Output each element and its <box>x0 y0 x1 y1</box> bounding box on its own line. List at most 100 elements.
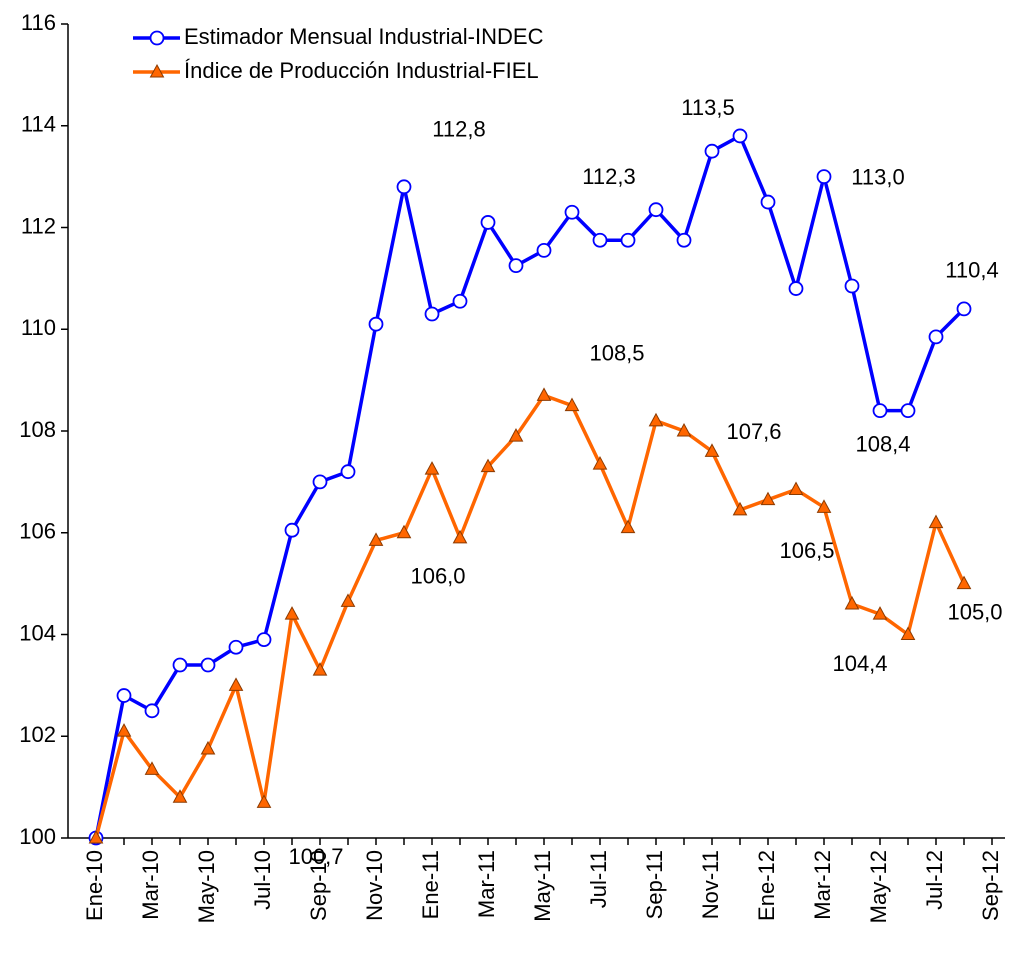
data-point <box>620 519 636 534</box>
data-point <box>116 723 132 737</box>
data-point <box>172 789 188 803</box>
data-label: 110,4 <box>945 258 998 283</box>
data-point <box>172 657 188 673</box>
data-point <box>452 529 468 544</box>
data-point <box>648 202 664 218</box>
y-tick-label: 104 <box>19 620 56 645</box>
x-tick-label: Sep-11 <box>642 850 667 919</box>
data-point <box>620 232 636 248</box>
data-point <box>508 428 524 442</box>
data-point <box>676 232 692 248</box>
data-point <box>844 595 860 610</box>
data-point <box>592 456 608 470</box>
data-point <box>760 194 776 210</box>
data-point <box>956 301 972 317</box>
data-point <box>872 403 888 419</box>
y-tick-label: 108 <box>19 417 56 442</box>
data-point <box>228 639 244 655</box>
data-point <box>592 232 608 248</box>
y-tick-label: 100 <box>19 824 56 849</box>
x-tick-label: May-10 <box>194 850 219 923</box>
data-point <box>284 606 300 620</box>
data-label: 112,8 <box>432 117 485 142</box>
data-point <box>732 501 748 516</box>
data-point <box>732 128 748 144</box>
data-point <box>928 514 944 529</box>
x-tick-label: Mar-11 <box>474 850 499 918</box>
data-point <box>816 499 832 513</box>
y-tick-label: 114 <box>21 112 56 137</box>
data-point <box>928 329 944 345</box>
data-point <box>536 242 552 258</box>
y-tick-label: 116 <box>21 10 56 35</box>
y-tick-label: 110 <box>21 315 56 340</box>
data-label: 106,0 <box>410 564 465 589</box>
data-label: 104,4 <box>832 651 887 676</box>
x-tick-label: Jul-11 <box>586 850 611 908</box>
data-point <box>368 316 384 332</box>
data-label: 113,0 <box>851 164 904 189</box>
x-tick-label: Sep-12 <box>978 850 1003 921</box>
x-tick-label: Mar-10 <box>138 850 163 920</box>
data-label: 105,0 <box>947 599 1002 624</box>
data-point <box>312 662 328 676</box>
data-point <box>340 464 356 480</box>
x-tick-label: Mar-12 <box>810 850 835 920</box>
x-tick-label: Nov-11 <box>698 850 723 919</box>
data-label: 100,7 <box>288 844 343 869</box>
data-point <box>368 532 384 546</box>
x-tick-label: Nov-10 <box>362 850 387 921</box>
x-tick-label: Ene-12 <box>754 850 779 921</box>
legend-item: Índice de Producción Industrial-FIEL <box>133 58 539 83</box>
data-point <box>760 491 776 506</box>
data-point <box>788 481 804 496</box>
x-tick-label: Ene-10 <box>82 850 107 921</box>
x-tick-label: Sep-10 <box>306 850 331 921</box>
data-point <box>480 458 496 473</box>
data-point <box>564 397 580 412</box>
data-point <box>648 412 664 427</box>
legend-label: Estimador Mensual Industrial-INDEC <box>184 24 544 49</box>
data-point <box>424 306 440 322</box>
data-point <box>424 461 440 475</box>
data-point <box>144 761 160 775</box>
y-tick-label: 102 <box>19 722 56 747</box>
data-point <box>956 575 972 590</box>
data-point <box>144 703 160 719</box>
y-tick-label: 106 <box>19 519 56 544</box>
data-point <box>116 688 132 703</box>
data-point <box>704 143 720 159</box>
legend-item: Estimador Mensual Industrial-INDEC <box>133 24 544 49</box>
data-point <box>704 443 720 457</box>
series-line <box>94 393 966 839</box>
data-point <box>256 794 272 808</box>
data-point <box>536 387 552 401</box>
data-point <box>508 258 524 274</box>
data-point <box>340 593 356 607</box>
x-tick-label: May-12 <box>866 850 891 923</box>
x-tick-label: Jul-12 <box>922 850 947 910</box>
data-point <box>200 740 216 755</box>
data-point <box>396 524 412 539</box>
data-point <box>312 474 328 490</box>
data-label: 108,5 <box>589 340 644 365</box>
y-tick-label: 112 <box>21 213 56 238</box>
x-tick-label: Ene-11 <box>418 850 443 919</box>
data-point <box>564 204 580 220</box>
legend-label: Índice de Producción Industrial-FIEL <box>184 58 539 83</box>
data-point <box>676 422 692 437</box>
data-point <box>900 626 916 640</box>
series-line <box>94 134 966 839</box>
data-point <box>256 632 272 647</box>
data-point <box>844 278 860 294</box>
legend-marker <box>149 30 165 46</box>
data-point <box>872 606 888 620</box>
data-label: 112,3 <box>582 164 635 189</box>
data-point <box>788 281 804 296</box>
x-tick-label: May-11 <box>530 850 555 922</box>
data-point <box>200 657 216 673</box>
legend-marker <box>149 63 165 78</box>
data-point <box>452 293 468 309</box>
data-label: 113,5 <box>681 95 734 120</box>
